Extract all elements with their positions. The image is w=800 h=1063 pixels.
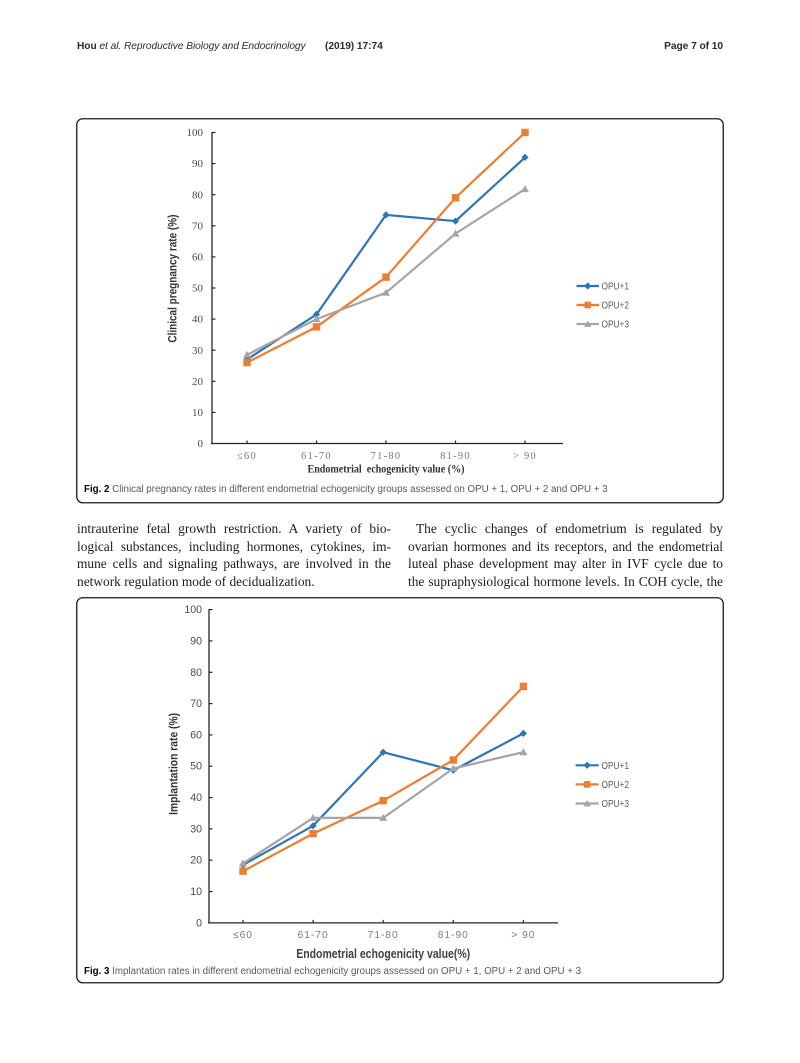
svg-text:90: 90 — [192, 158, 204, 170]
svg-text:61-70: 61-70 — [298, 930, 329, 941]
svg-text:81-90: 81-90 — [440, 451, 471, 462]
svg-text:Clinical pregnancy rate (%): Clinical pregnancy rate (%) — [168, 214, 180, 342]
svg-text:100: 100 — [184, 604, 202, 616]
svg-text:> 90: > 90 — [511, 930, 535, 941]
svg-text:70: 70 — [190, 698, 202, 710]
svg-text:OPU+2: OPU+2 — [602, 301, 630, 312]
svg-text:81-90: 81-90 — [438, 930, 469, 941]
svg-text:71-80: 71-80 — [371, 451, 402, 462]
svg-text:Endometrial echogenicity valu: Endometrial echogenicity value (%) — [308, 461, 465, 475]
svg-text:Endometrial echogenicity value: Endometrial echogenicity value(%) — [296, 947, 470, 961]
svg-text:20: 20 — [192, 376, 204, 388]
svg-text:61-70: 61-70 — [301, 451, 332, 462]
svg-text:30: 30 — [192, 345, 204, 357]
svg-text:10: 10 — [190, 886, 202, 898]
svg-text:40: 40 — [192, 314, 204, 326]
svg-text:30: 30 — [190, 823, 202, 835]
svg-text:OPU+1: OPU+1 — [602, 282, 630, 293]
svg-text:10: 10 — [192, 407, 204, 419]
svg-text:60: 60 — [192, 252, 204, 264]
svg-text:71-80: 71-80 — [368, 930, 399, 941]
svg-text:80: 80 — [190, 667, 202, 679]
svg-text:40: 40 — [190, 792, 202, 804]
svg-text:≤60: ≤60 — [233, 930, 253, 941]
svg-text:100: 100 — [187, 127, 204, 139]
svg-text:Implantation rate (%): Implantation rate (%) — [168, 713, 180, 815]
svg-text:OPU+3: OPU+3 — [602, 799, 630, 810]
svg-text:60: 60 — [190, 729, 202, 741]
svg-text:50: 50 — [192, 283, 204, 295]
svg-text:OPU+2: OPU+2 — [602, 780, 630, 791]
svg-text:80: 80 — [192, 189, 204, 201]
svg-text:70: 70 — [192, 220, 204, 232]
svg-text:≤60: ≤60 — [237, 451, 257, 462]
svg-text:50: 50 — [190, 761, 202, 773]
svg-text:> 90: > 90 — [513, 451, 537, 462]
svg-text:OPU+1: OPU+1 — [602, 761, 630, 772]
svg-text:0: 0 — [196, 917, 202, 929]
svg-text:20: 20 — [190, 855, 202, 867]
svg-text:0: 0 — [198, 438, 204, 450]
svg-text:OPU+3: OPU+3 — [602, 320, 630, 331]
svg-text:90: 90 — [190, 635, 202, 647]
